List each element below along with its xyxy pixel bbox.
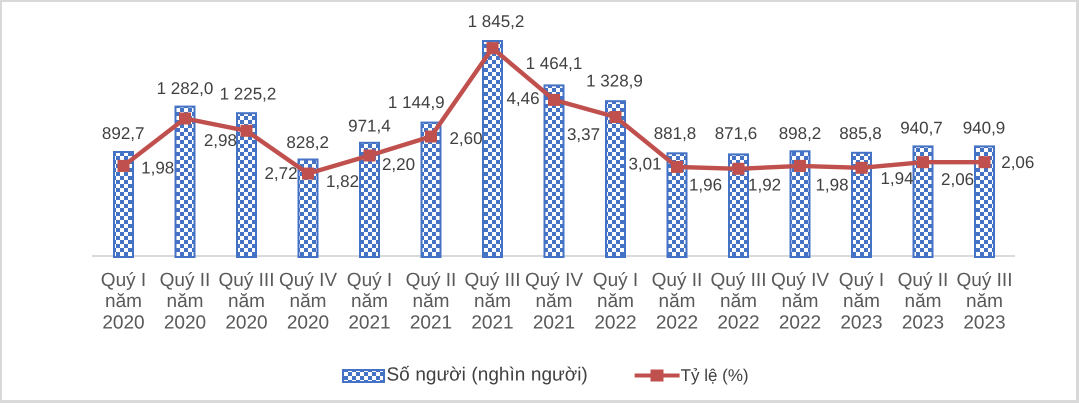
svg-text:2023: 2023 — [963, 312, 1005, 333]
svg-text:2,06: 2,06 — [941, 170, 974, 189]
svg-text:năm: năm — [351, 291, 388, 312]
svg-text:Quý II: Quý II — [160, 270, 211, 291]
svg-text:Quý III: Quý III — [957, 270, 1013, 291]
svg-text:năm: năm — [720, 291, 757, 312]
svg-text:Quý II: Quý II — [898, 270, 949, 291]
svg-text:năm: năm — [228, 291, 265, 312]
svg-text:2023: 2023 — [840, 312, 882, 333]
svg-text:năm: năm — [536, 291, 573, 312]
svg-text:Quý IV: Quý IV — [279, 270, 337, 291]
svg-text:1,96: 1,96 — [689, 176, 722, 195]
svg-text:năm: năm — [905, 291, 942, 312]
svg-text:1 225,2: 1 225,2 — [220, 85, 277, 104]
svg-text:năm: năm — [105, 291, 142, 312]
svg-text:Quý III: Quý III — [219, 270, 275, 291]
svg-text:2023: 2023 — [902, 312, 944, 333]
svg-text:năm: năm — [966, 291, 1003, 312]
svg-text:2021: 2021 — [533, 312, 575, 333]
svg-text:971,4: 971,4 — [348, 117, 391, 136]
svg-text:Quý II: Quý II — [652, 270, 703, 291]
svg-text:892,7: 892,7 — [102, 124, 145, 143]
svg-text:881,8: 881,8 — [654, 124, 697, 143]
svg-text:1 282,0: 1 282,0 — [157, 79, 214, 98]
svg-text:Quý III: Quý III — [711, 270, 767, 291]
svg-text:Tỷ lệ (%): Tỷ lệ (%) — [681, 366, 749, 385]
svg-text:1,98: 1,98 — [815, 176, 848, 195]
svg-text:năm: năm — [659, 291, 696, 312]
svg-text:3,37: 3,37 — [567, 125, 600, 144]
svg-text:1,92: 1,92 — [748, 176, 781, 195]
svg-text:1 464,1: 1 464,1 — [526, 54, 583, 73]
svg-text:1 144,9: 1 144,9 — [388, 93, 445, 112]
svg-text:năm: năm — [474, 291, 511, 312]
svg-text:năm: năm — [782, 291, 819, 312]
svg-text:Quý I: Quý I — [839, 270, 884, 291]
svg-text:2022: 2022 — [717, 312, 759, 333]
svg-text:1,98: 1,98 — [141, 159, 174, 178]
svg-text:885,8: 885,8 — [839, 124, 882, 143]
svg-text:1,94: 1,94 — [880, 169, 913, 188]
svg-text:Quý II: Quý II — [406, 270, 457, 291]
svg-text:2021: 2021 — [410, 312, 452, 333]
svg-text:2020: 2020 — [102, 312, 144, 333]
svg-text:2022: 2022 — [656, 312, 698, 333]
svg-text:Quý IV: Quý IV — [771, 270, 829, 291]
svg-text:năm: năm — [597, 291, 634, 312]
svg-text:Quý I: Quý I — [593, 270, 638, 291]
svg-text:năm: năm — [290, 291, 327, 312]
svg-text:940,9: 940,9 — [963, 119, 1006, 138]
svg-text:Quý III: Quý III — [465, 270, 521, 291]
svg-text:3,01: 3,01 — [628, 155, 661, 174]
svg-text:năm: năm — [413, 291, 450, 312]
svg-text:Quý IV: Quý IV — [525, 270, 583, 291]
svg-text:1 845,2: 1 845,2 — [468, 12, 525, 31]
svg-text:4,46: 4,46 — [506, 89, 539, 108]
svg-text:871,6: 871,6 — [715, 124, 758, 143]
svg-text:2020: 2020 — [225, 312, 267, 333]
svg-text:828,2: 828,2 — [286, 133, 329, 152]
svg-text:2021: 2021 — [348, 312, 390, 333]
svg-text:2022: 2022 — [594, 312, 636, 333]
svg-text:Quý I: Quý I — [347, 270, 392, 291]
svg-text:2020: 2020 — [164, 312, 206, 333]
svg-text:năm: năm — [843, 291, 880, 312]
svg-text:1 328,9: 1 328,9 — [586, 72, 643, 91]
svg-text:2,20: 2,20 — [382, 155, 415, 174]
svg-text:2,98: 2,98 — [204, 131, 237, 150]
svg-text:Số người (nghìn người): Số người (nghìn người) — [387, 364, 588, 385]
svg-text:Quý I: Quý I — [101, 270, 146, 291]
svg-text:940,7: 940,7 — [900, 119, 943, 138]
svg-text:2022: 2022 — [779, 312, 821, 333]
svg-text:2021: 2021 — [471, 312, 513, 333]
svg-text:2,60: 2,60 — [449, 129, 482, 148]
svg-text:năm: năm — [167, 291, 204, 312]
svg-text:2,06: 2,06 — [1001, 153, 1034, 172]
svg-text:898,2: 898,2 — [779, 124, 822, 143]
svg-text:1,82: 1,82 — [326, 172, 359, 191]
svg-text:2020: 2020 — [287, 312, 329, 333]
svg-text:2,72: 2,72 — [264, 164, 297, 183]
